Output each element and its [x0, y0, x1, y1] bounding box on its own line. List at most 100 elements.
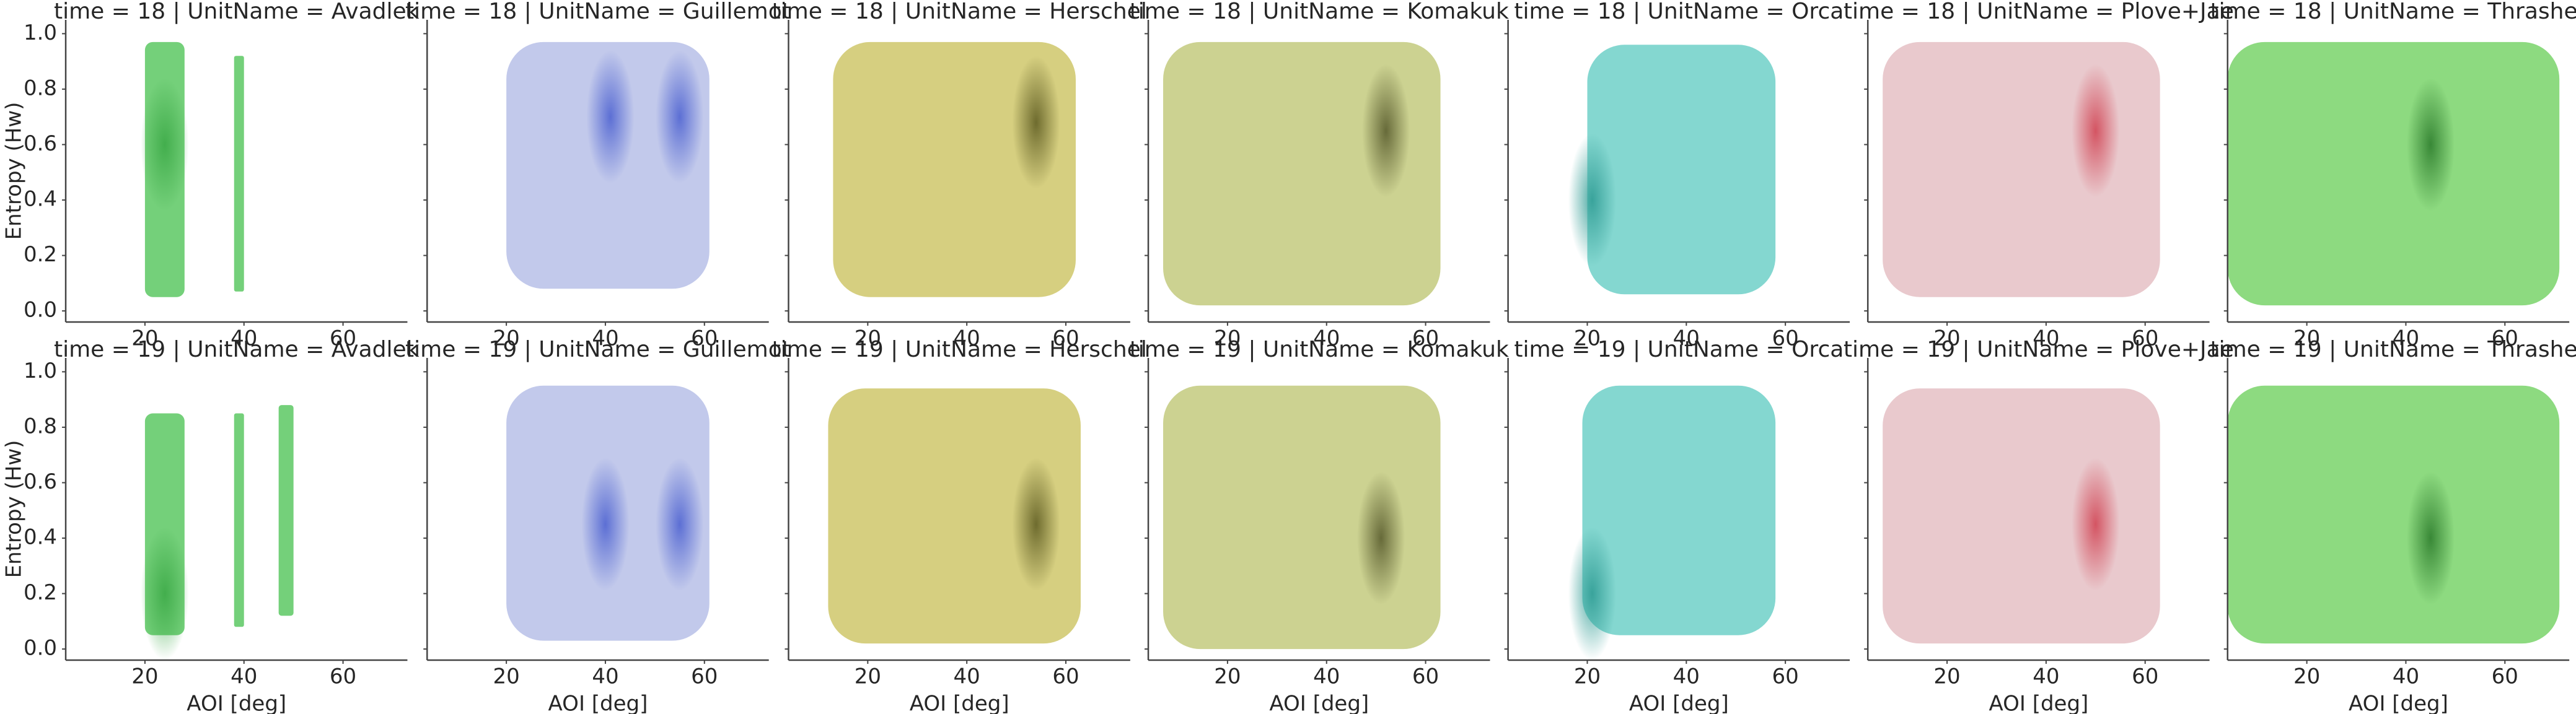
x-axis-label: AOI [deg] [548, 692, 648, 714]
x-axis-label: AOI [deg] [1989, 692, 2088, 714]
x-tick-label: 20 [493, 326, 519, 351]
x-axis-label: AOI [deg] [910, 692, 1009, 714]
x-tick-label: 60 [1052, 326, 1079, 351]
x-tick-label: 60 [2492, 664, 2518, 689]
density-peak [1012, 458, 1060, 591]
y-tick-label: 0.4 [24, 525, 57, 550]
density-peak [586, 50, 635, 184]
panel-title: time = 18 | UnitName = Komakuk [1130, 0, 1509, 24]
x-tick-label: 20 [131, 326, 158, 351]
x-tick-label: 20 [855, 664, 881, 689]
x-tick-label: 20 [493, 664, 519, 689]
point-cloud [1582, 385, 1776, 635]
density-peak [141, 527, 189, 660]
x-tick-label: 40 [1313, 664, 1340, 689]
point-cloud [2227, 41, 2560, 306]
y-tick-label: 1.0 [24, 20, 57, 45]
x-tick-label: 40 [1313, 326, 1340, 351]
x-tick-label: 20 [1933, 664, 1960, 689]
density-peak [2406, 471, 2455, 605]
density-peak [1357, 471, 1405, 605]
density-peak [1568, 527, 1617, 660]
x-tick-label: 20 [2293, 664, 2320, 689]
x-axis-label: AOI [deg] [1629, 692, 1729, 714]
x-tick-label: 40 [954, 326, 980, 351]
x-axis-label: AOI [deg] [1269, 692, 1369, 714]
x-tick-label: 60 [1412, 326, 1439, 351]
x-tick-label: 60 [1052, 664, 1079, 689]
x-tick-label: 20 [1214, 326, 1241, 351]
density-peak [656, 458, 704, 591]
x-tick-label: 20 [2293, 326, 2320, 351]
y-axis-label: Entropy (Hw) [2, 102, 27, 240]
point-cloud [828, 388, 1081, 644]
x-tick-label: 40 [592, 664, 618, 689]
x-tick-label: 20 [1574, 664, 1601, 689]
point-cloud [278, 405, 294, 616]
x-tick-label: 40 [592, 326, 618, 351]
density-peak [2406, 78, 2455, 211]
panel-title: time = 19 | UnitName = Thrasher [2210, 337, 2576, 362]
point-cloud [1587, 45, 1776, 295]
density-peak [1012, 56, 1060, 189]
panel-title: time = 18 | UnitName = Plove+Jae [1844, 0, 2234, 24]
panel-title: time = 19 | UnitName = Plove+Jae [1844, 337, 2234, 362]
density-peak [1568, 133, 1617, 267]
x-axis-label: AOI [deg] [2349, 692, 2448, 714]
x-tick-label: 20 [1933, 326, 1960, 351]
x-tick-label: 40 [2393, 326, 2419, 351]
density-peak [2072, 458, 2120, 591]
y-tick-label: 0.2 [24, 580, 57, 605]
x-tick-label: 60 [1772, 326, 1799, 351]
panel-title: time = 19 | UnitName = Avadlek [54, 337, 420, 362]
x-tick-label: 40 [231, 326, 257, 351]
point-cloud [234, 413, 244, 627]
point-cloud [2227, 385, 2560, 644]
x-tick-label: 40 [231, 664, 257, 689]
panel-title: time = 18 | UnitName = Avadlek [54, 0, 420, 24]
x-tick-label: 60 [2132, 326, 2158, 351]
y-tick-label: 0.8 [24, 76, 57, 100]
x-tick-label: 20 [1574, 326, 1601, 351]
y-tick-label: 0.6 [24, 131, 57, 156]
y-tick-label: 0.6 [24, 469, 57, 494]
x-tick-label: 40 [1673, 664, 1700, 689]
x-tick-label: 40 [2393, 664, 2419, 689]
x-tick-label: 60 [330, 326, 356, 351]
x-tick-label: 60 [2132, 664, 2158, 689]
x-tick-label: 60 [330, 664, 356, 689]
y-tick-label: 1.0 [24, 359, 57, 383]
panel-title: time = 18 | UnitName = Thrasher [2210, 0, 2576, 24]
point-cloud [1883, 41, 2160, 297]
x-tick-label: 40 [1673, 326, 1700, 351]
panel-title: time = 19 | UnitName = Guillemot [405, 337, 791, 362]
x-tick-label: 40 [2033, 326, 2059, 351]
y-axis-label: Entropy (Hw) [2, 440, 27, 578]
density-peak [2072, 64, 2120, 198]
x-tick-label: 60 [2492, 326, 2518, 351]
density-peak [656, 50, 704, 184]
panel-title: time = 18 | UnitName = Guillemot [405, 0, 791, 24]
panel-title: time = 19 | UnitName = Orca [1514, 337, 1844, 362]
density-peak [581, 458, 630, 591]
y-tick-label: 0.4 [24, 187, 57, 212]
x-tick-label: 20 [131, 664, 158, 689]
panel-title: time = 19 | UnitName = Komakuk [1130, 337, 1509, 362]
density-peak [141, 78, 189, 211]
y-tick-label: 0.8 [24, 414, 57, 438]
x-tick-label: 20 [1214, 664, 1241, 689]
x-axis-label: AOI [deg] [187, 692, 286, 714]
x-tick-label: 40 [2033, 664, 2059, 689]
y-tick-label: 0.0 [24, 298, 57, 323]
panel-title: time = 18 | UnitName = Orca [1514, 0, 1844, 24]
x-tick-label: 60 [691, 664, 718, 689]
panel-title: time = 19 | UnitName = Herschel [772, 337, 1147, 362]
density-peak [1362, 64, 1410, 198]
y-tick-label: 0.0 [24, 636, 57, 661]
panel-title: time = 18 | UnitName = Herschel [772, 0, 1147, 24]
x-tick-label: 60 [1412, 664, 1439, 689]
x-tick-label: 60 [1772, 664, 1799, 689]
x-tick-label: 20 [855, 326, 881, 351]
point-cloud [234, 56, 244, 292]
